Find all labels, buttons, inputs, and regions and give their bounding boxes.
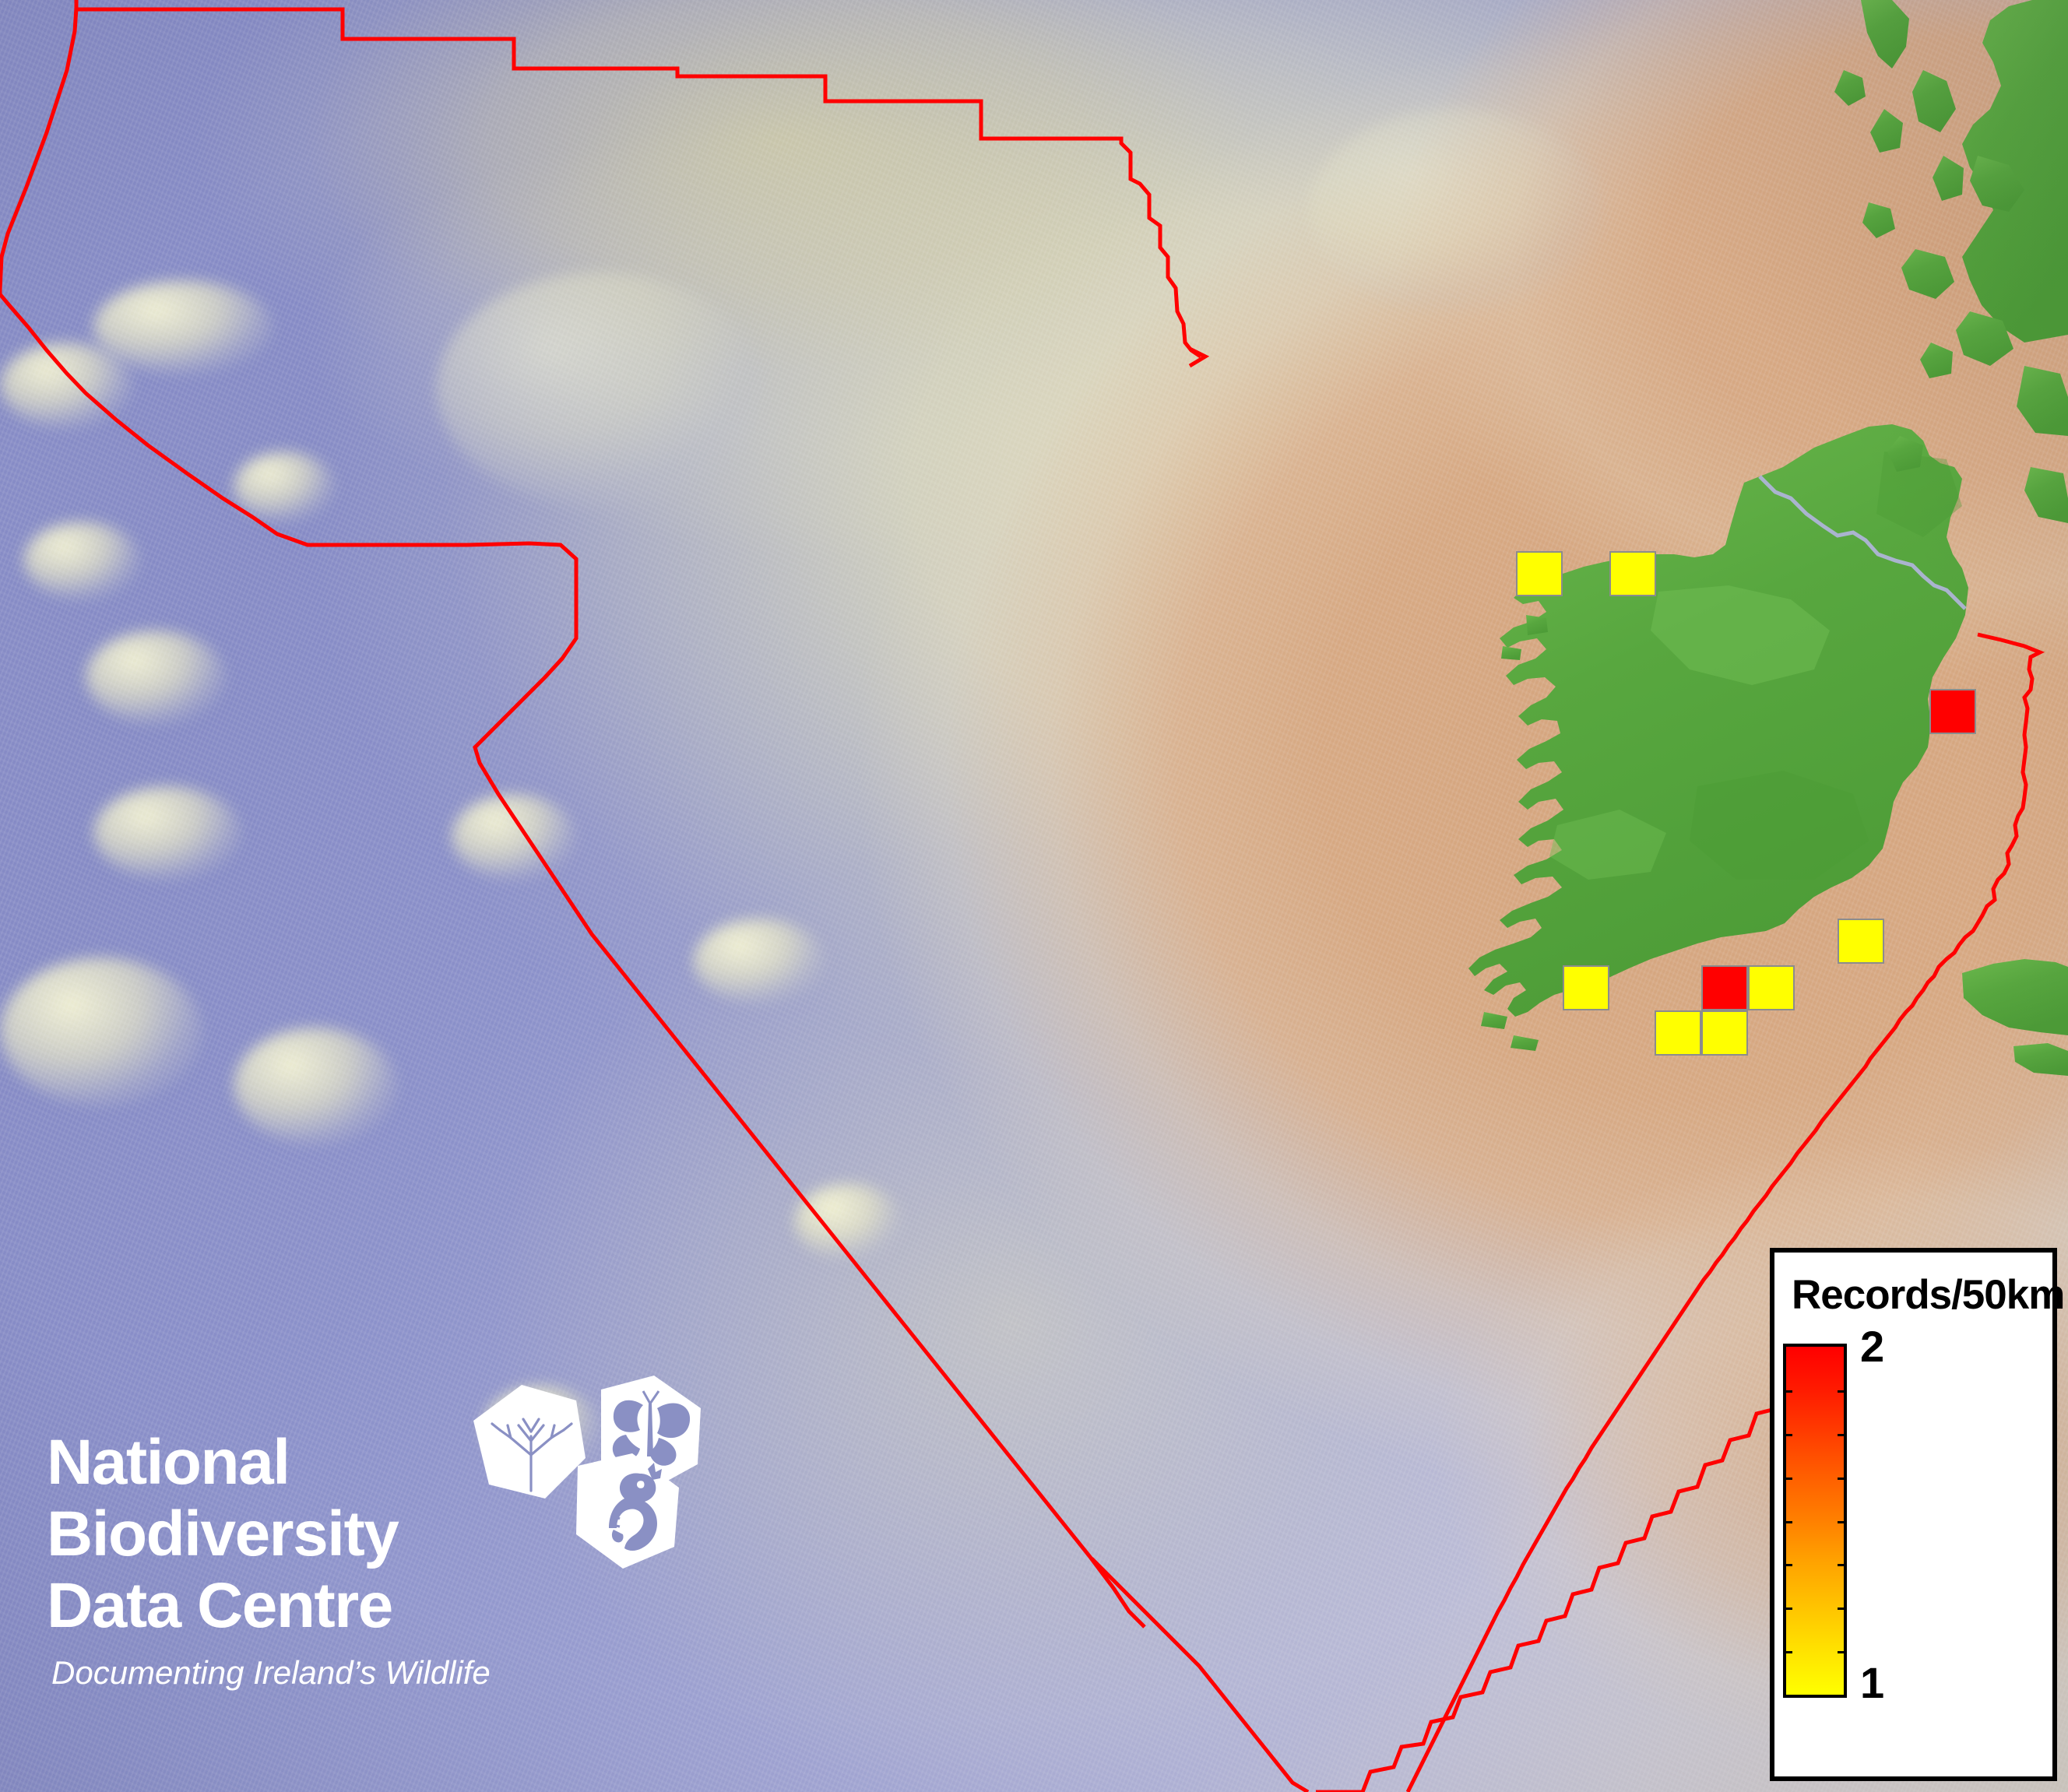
colorbar-tick bbox=[1785, 1564, 1792, 1567]
eez-boundary-arrow bbox=[1188, 346, 1210, 368]
seahorse-icon bbox=[576, 1453, 679, 1569]
offshore-islands bbox=[1481, 615, 1548, 1051]
colorbar-tick bbox=[1838, 1390, 1845, 1393]
logo-line-1: National bbox=[47, 1427, 290, 1498]
eez-boundary-bottom-v bbox=[1090, 1557, 1310, 1792]
logo-line-3: Data Centre bbox=[47, 1570, 393, 1641]
seamount-feature bbox=[234, 1028, 397, 1144]
seamount-feature bbox=[0, 957, 202, 1105]
seamount-feature bbox=[93, 786, 241, 880]
nbdc-logo-marks bbox=[459, 1374, 716, 1631]
eez-boundary-top-nw bbox=[76, 7, 1124, 141]
record-grid-cell bbox=[1748, 965, 1795, 1010]
seamount-feature bbox=[23, 522, 140, 599]
logo-line-2: Biodiversity bbox=[47, 1499, 399, 1569]
northern-ireland-border bbox=[1758, 475, 1967, 610]
nbdc-wordmark: National Biodiversity Data Centre bbox=[47, 1427, 529, 1642]
legend-title: Records/50km bbox=[1792, 1272, 2065, 1318]
record-grid-cell bbox=[1516, 551, 1563, 596]
plant-tree-icon bbox=[473, 1385, 586, 1499]
record-grid-cell bbox=[1701, 965, 1748, 1010]
record-grid-cell bbox=[1563, 965, 1609, 1010]
record-grid-cell bbox=[1838, 919, 1884, 964]
seamount-feature bbox=[452, 794, 576, 880]
seamount-feature bbox=[693, 919, 825, 1004]
seamount-feature bbox=[86, 631, 226, 724]
seamount-feature bbox=[234, 452, 335, 522]
colorbar-tick bbox=[1785, 1477, 1792, 1480]
seamount-feature bbox=[794, 1183, 903, 1261]
colorbar-tick bbox=[1785, 1390, 1792, 1393]
logo-tagline: Documenting Ireland’s Wildlife bbox=[51, 1654, 491, 1691]
eez-boundary-line bbox=[0, 0, 1146, 1629]
colorbar-tick bbox=[1838, 1608, 1845, 1611]
colorbar-tick bbox=[1785, 1608, 1792, 1611]
colorbar-tick bbox=[1838, 1477, 1845, 1480]
legend-max-label: 2 bbox=[1860, 1322, 1885, 1371]
seamount-feature bbox=[93, 280, 273, 374]
record-grid-cell bbox=[1609, 551, 1656, 596]
ireland-landmass bbox=[1468, 424, 1968, 1017]
colorbar-tick bbox=[1838, 1564, 1845, 1567]
record-grid-cell bbox=[1701, 1010, 1748, 1056]
record-grid-cell bbox=[1655, 1010, 1701, 1056]
colorbar-tick bbox=[1785, 1433, 1792, 1436]
nbdc-logo: National Biodiversity Data Centre Docume… bbox=[47, 1374, 716, 1779]
colorbar-tick bbox=[1838, 1651, 1845, 1654]
eez-boundary-bottom-v-right bbox=[1316, 1407, 1776, 1792]
legend-min-label: 1 bbox=[1860, 1658, 1885, 1707]
legend-panel: Records/50km 2 1 bbox=[1770, 1248, 2065, 1781]
eez-boundary-irish-sea bbox=[1405, 632, 2045, 1792]
legend-colorbar bbox=[1783, 1344, 1847, 1698]
colorbar-tick bbox=[1838, 1433, 1845, 1436]
colorbar-tick bbox=[1785, 1520, 1792, 1523]
scotland-landmass bbox=[1834, 0, 2068, 523]
bank-feature bbox=[1308, 109, 1604, 311]
record-grid-cell bbox=[1929, 689, 1976, 734]
bank-feature bbox=[436, 272, 763, 506]
colorbar-tick bbox=[1785, 1651, 1792, 1654]
colorbar-tick bbox=[1838, 1520, 1845, 1523]
eez-boundary-ne-steps bbox=[1119, 140, 1202, 359]
wales-landmass bbox=[1962, 959, 2068, 1076]
